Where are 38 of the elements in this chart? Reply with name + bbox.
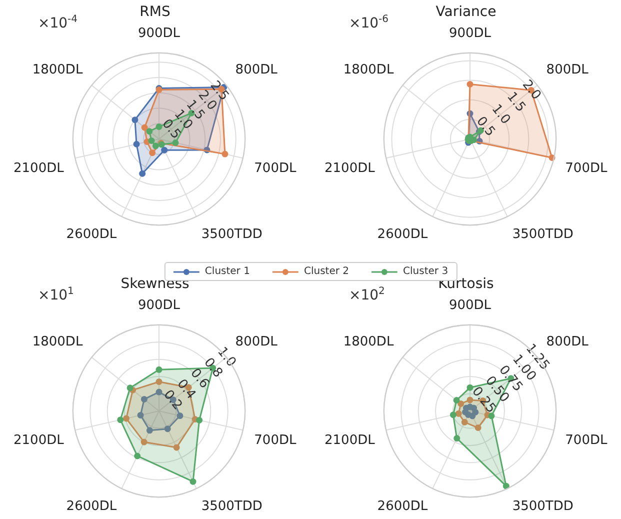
spoke-label: 900DL	[448, 298, 492, 313]
spoke-label: 1800DL	[32, 334, 84, 350]
spoke-label: 3500TDD	[512, 499, 574, 514]
spoke-label: 800DL	[235, 334, 278, 350]
spoke-label: 3500TDD	[201, 499, 262, 514]
spoke-label: 2100DL	[324, 432, 376, 448]
text: ×10$^{1}$	[38, 286, 74, 304]
spoke-label: 700DL	[565, 160, 608, 176]
text: ×10$^{-4}$	[38, 14, 78, 32]
spoke-label: 700DL	[254, 432, 297, 448]
spoke-label: 800DL	[235, 62, 278, 78]
spoke-label: 900DL	[138, 298, 181, 313]
text: ×10$^{-6}$	[349, 14, 389, 32]
spoke-label: 2600DL	[66, 499, 118, 514]
spoke-label: 2600DL	[377, 227, 428, 242]
spoke-label: 900DL	[138, 26, 181, 41]
chart-title: Skewness	[120, 276, 190, 292]
spoke-label: 2100DL	[324, 160, 376, 176]
legend-label: Cluster 3	[403, 266, 448, 277]
spoke-label: 2600DL	[66, 227, 118, 242]
spoke-label: 800DL	[546, 62, 590, 78]
spoke-label: 900DL	[448, 26, 492, 41]
text: ×10$^{2}$	[349, 286, 385, 304]
spoke-label: 1800DL	[343, 62, 394, 78]
chart-title: Variance	[436, 4, 496, 20]
legend-label: Cluster 1	[204, 266, 250, 277]
spoke-label: 3500TDD	[201, 227, 262, 242]
spoke-label: 700DL	[254, 160, 297, 176]
chart-title: RMS	[140, 4, 170, 20]
spoke-label: 2600DL	[377, 499, 428, 514]
spoke-label: 1800DL	[343, 334, 394, 350]
spoke-label: 3500TDD	[512, 227, 574, 242]
spoke-label: 800DL	[546, 334, 590, 350]
spoke-label: 700DL	[565, 432, 608, 448]
spoke-label: 2100DL	[14, 432, 65, 448]
spoke-label: 2100DL	[14, 160, 65, 176]
spoke-label: 1800DL	[32, 62, 84, 78]
legend-label: Cluster 2	[304, 266, 350, 277]
